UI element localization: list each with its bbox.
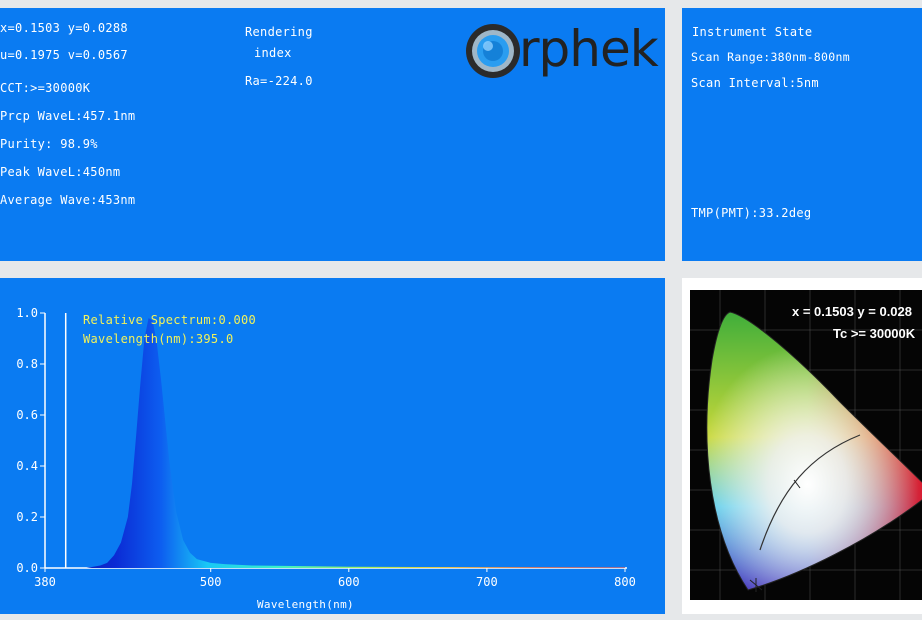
y-tick-label: 0.0	[16, 561, 38, 575]
cie-diagram: x = 0.1503 y = 0.028 Tc >= 30000K	[682, 278, 922, 614]
cct-readout: CCT:>=30000K	[0, 81, 91, 95]
prcp-wave-readout: Prcp WaveL:457.1nm	[0, 109, 136, 123]
ra-readout: Ra=-224.0	[245, 74, 313, 88]
cie-plot-area: x = 0.1503 y = 0.028 Tc >= 30000K	[690, 290, 922, 600]
wavelength-readout: Wavelength(nm):395.0	[83, 332, 234, 346]
spectrum-panel: 0.0 0.2 0.4 0.6 0.8 1.0 380 500 600 700 800 Relati…	[0, 278, 665, 614]
y-tick-label: 0.6	[16, 408, 38, 422]
y-tick-label: 0.8	[16, 357, 38, 371]
cie-tc-label: Tc >= 30000K	[833, 326, 916, 341]
purity-readout: Purity: 98.9%	[0, 137, 98, 151]
x-tick-label: 600	[338, 575, 360, 589]
instrument-state-title: Instrument State	[692, 25, 813, 39]
average-wave-readout: Average Wave:453nm	[0, 193, 136, 207]
relative-spectrum-readout: Relative Spectrum:0.000	[83, 313, 257, 327]
scan-range-readout: Scan Range:380nm-800nm	[691, 50, 850, 64]
orphek-logo: rphek	[464, 20, 659, 82]
orphek-logo-text: rphek	[519, 20, 659, 78]
y-tick-label: 0.4	[16, 459, 38, 473]
x-tick-label: 380	[34, 575, 56, 589]
results-panel: x=0.1503 y=0.0288 u=0.1975 v=0.0567 CCT:…	[0, 8, 665, 261]
spectrum-area	[45, 318, 625, 568]
x-tick-label: 800	[614, 575, 636, 589]
x-tick-label: 500	[200, 575, 222, 589]
scan-interval-readout: Scan Interval:5nm	[691, 76, 819, 90]
cie-xy-label: x = 0.1503 y = 0.028	[792, 304, 912, 319]
y-tick-label: 0.2	[16, 510, 38, 524]
peak-wave-readout: Peak WaveL:450nm	[0, 165, 121, 179]
y-tick-label: 1.0	[16, 306, 38, 320]
rendering-index-label: index	[254, 46, 292, 60]
cie-gamut	[690, 290, 922, 600]
orphek-o-icon	[466, 24, 520, 78]
xy-readout: x=0.1503 y=0.0288	[0, 21, 128, 35]
spectrum-chart: 0.0 0.2 0.4 0.6 0.8 1.0 380 500 600 700 800	[16, 306, 636, 589]
x-axis-label: Wavelength(nm)	[257, 598, 354, 611]
rendering-label: Rendering	[245, 25, 313, 39]
uv-readout: u=0.1975 v=0.0567	[0, 48, 128, 62]
instrument-state-panel: Instrument State Scan Range:380nm-800nm …	[682, 8, 922, 261]
x-tick-label: 700	[476, 575, 498, 589]
tmp-readout: TMP(PMT):33.2deg	[691, 206, 812, 220]
